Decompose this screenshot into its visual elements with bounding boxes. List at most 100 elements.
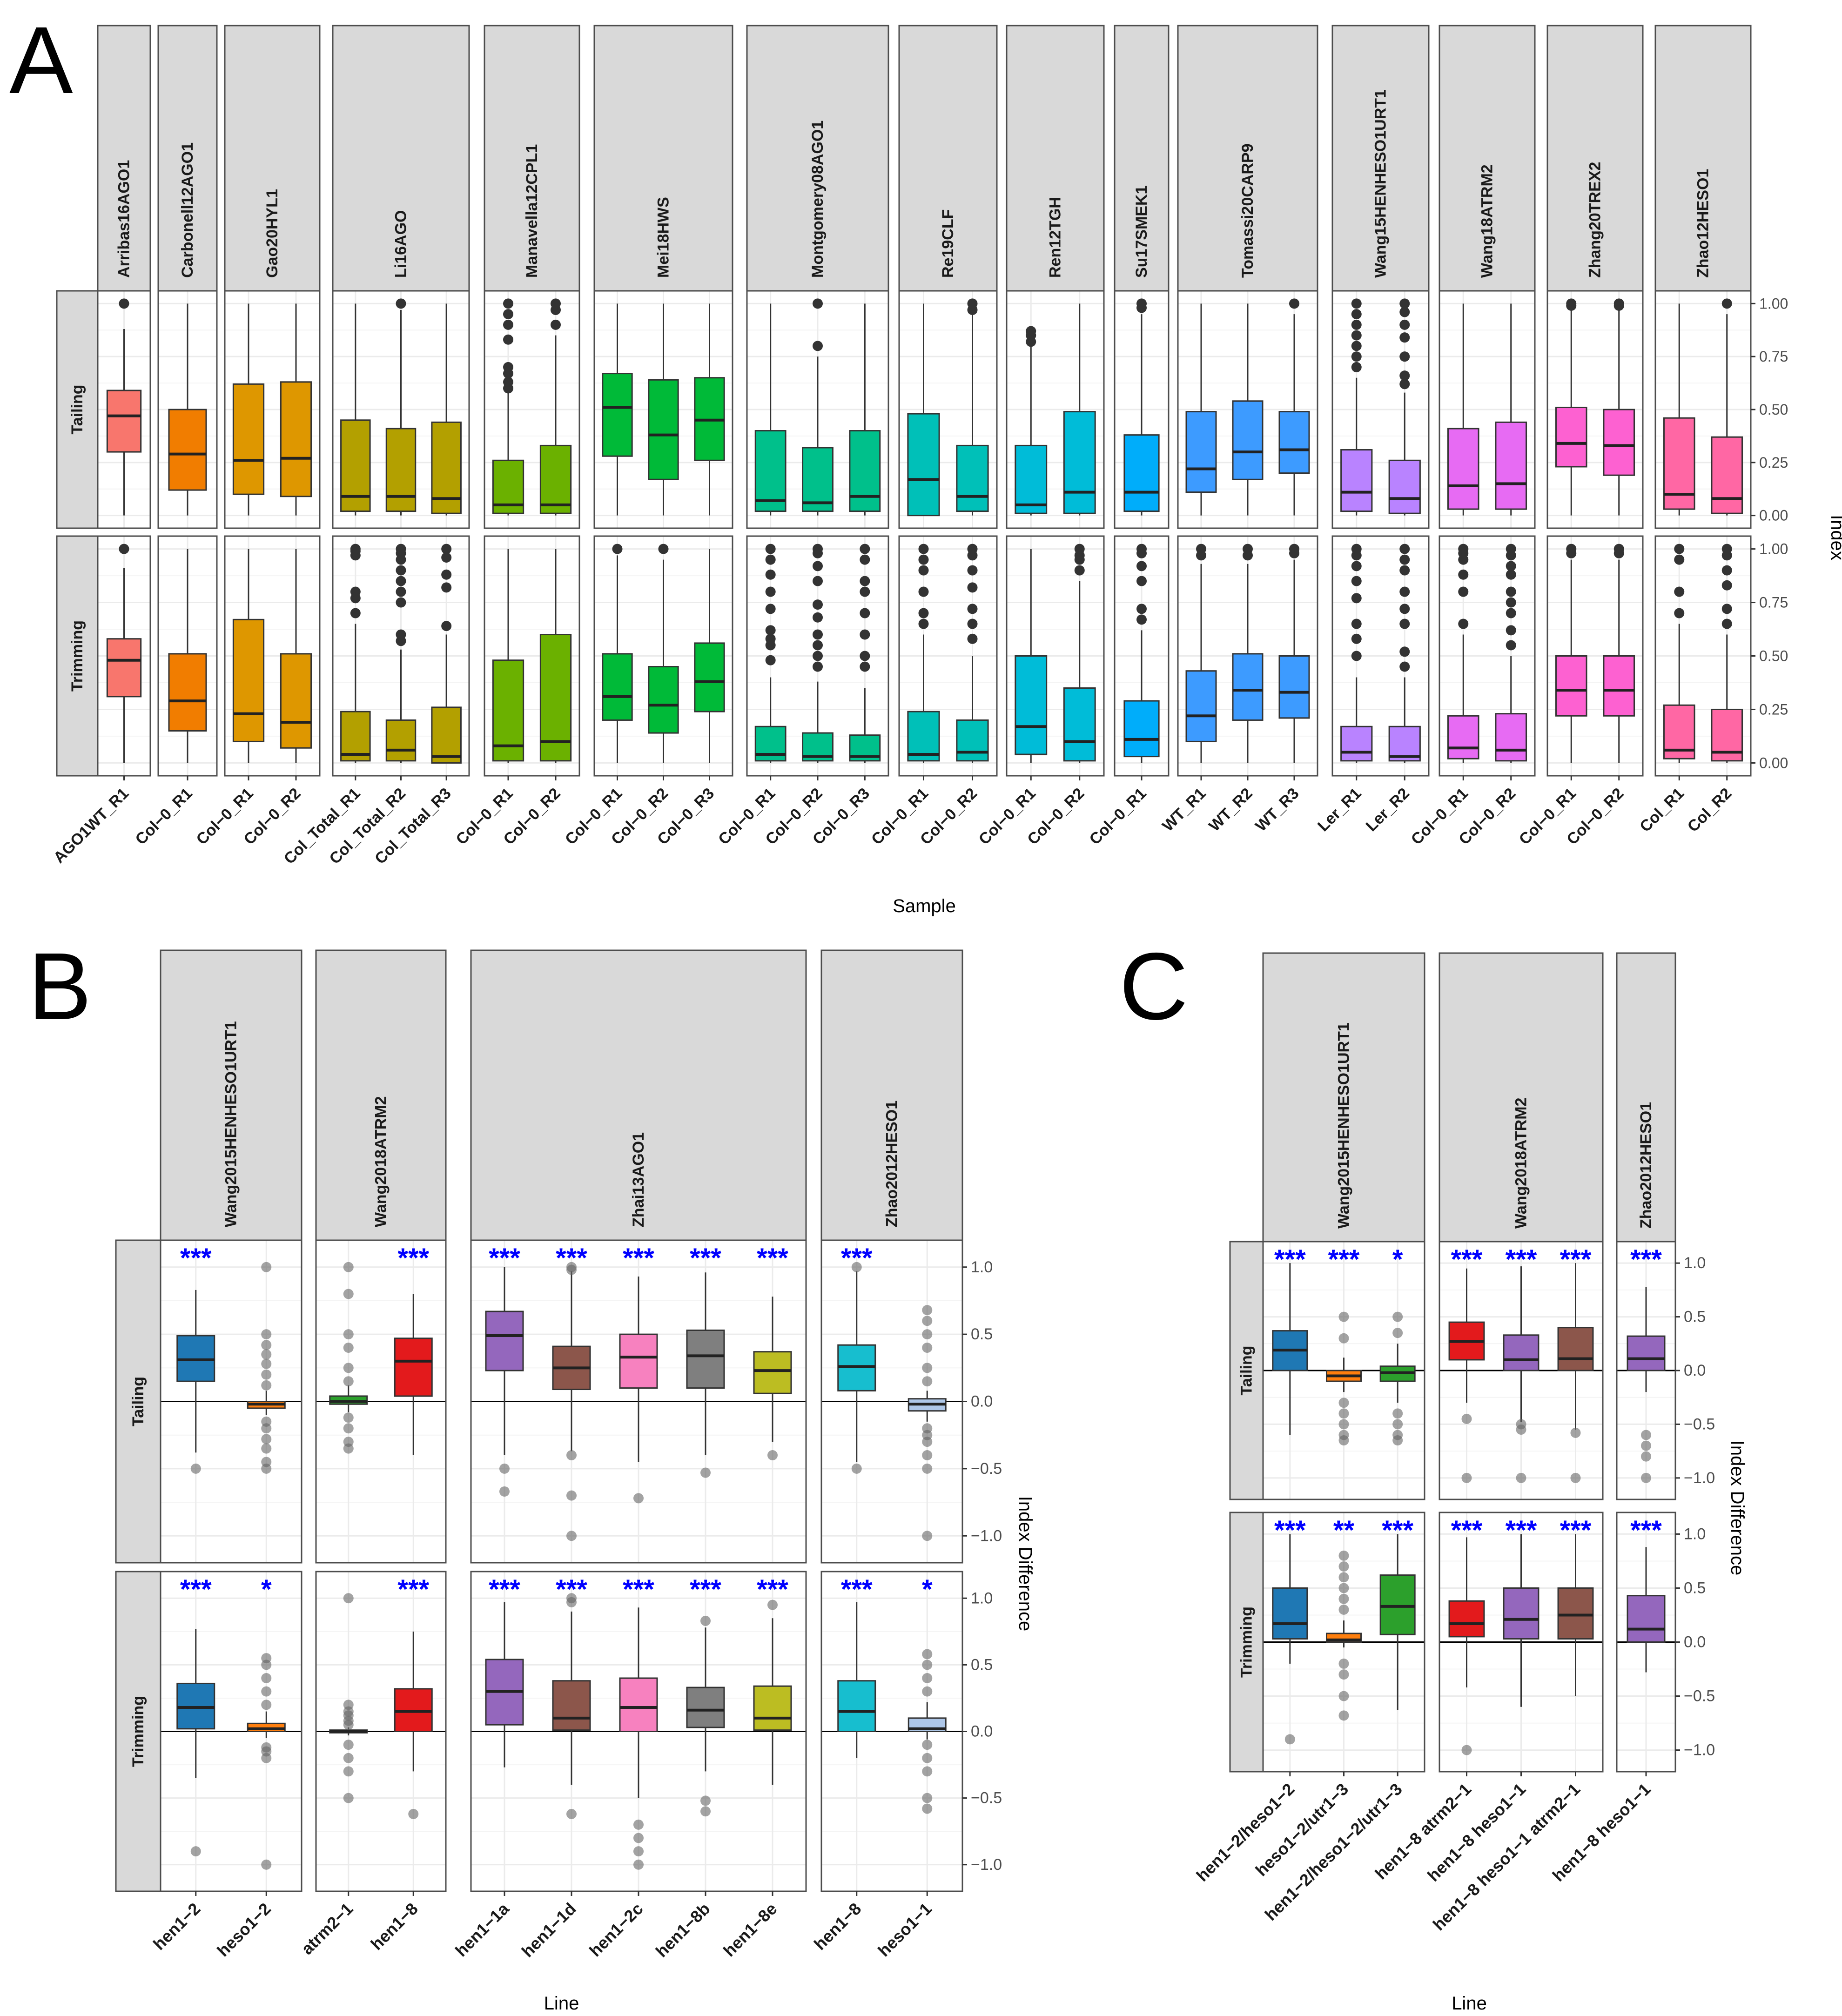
boxplot [1185,303,1217,516]
outlier-point [566,1593,577,1604]
y-tick-label: 0.00 [1759,754,1788,771]
boxplot [431,544,462,764]
boxplot [956,298,989,516]
outlier-point [1506,561,1516,571]
outlier-point [860,661,870,672]
outlier-point [851,1463,862,1474]
facet-cell-tailing [593,290,733,529]
y-tick-label: 0.0 [1684,1362,1706,1379]
facet-Wang2015HENHESO1URT1: Wang2015HENHESO1URT1*** *** **** ** ***hen1−… [1192,952,1425,1924]
outlier-point [551,298,561,309]
row-strip [56,290,99,529]
facet-strip [1006,25,1105,292]
boxplot: *** [837,1243,876,1474]
outlier-point [350,544,361,554]
y-tick-label: 1.00 [1759,295,1788,312]
outlier-point [566,1490,577,1501]
significance-label: *** [623,1243,654,1273]
facet-strip-label: Manavella12CPL1 [523,144,541,278]
outlier-point [967,582,978,593]
boxplot [1555,544,1587,763]
outlier-point [922,1316,933,1326]
facet-Wang2018ATRM2: Wang2018ATRM2 *** *** atrm2−1 hen1−8 [297,949,447,1958]
outlier-point [1721,298,1732,309]
panel-a: A Arribas16AGO1 AGO1WT_R1 Carbonell12AGO1 Co… [9,7,1842,916]
outlier-point [1566,544,1577,554]
row-strip-label: Tailing [129,1377,147,1426]
outlier-point [1674,608,1685,618]
outlier-point [1506,625,1516,636]
panel-border [1331,290,1430,529]
boxplot [648,303,679,516]
y-tick-label: 0.25 [1759,701,1788,718]
outlier-point [967,544,978,554]
facet-strip [1439,25,1536,292]
outlier-point [190,1463,201,1474]
outlier-point [261,1416,272,1427]
facet-strip [160,949,303,1241]
box [1185,411,1217,493]
facet-strip-label: Wang2015HENHESO1URT1 [222,1021,240,1227]
boxplot: *** [176,1243,215,1474]
boxplot: *** [394,1243,433,1455]
row-strip-label: Trimming [1238,1606,1256,1678]
outlier-point [503,334,513,345]
outlier-point [1284,1734,1295,1745]
y-tick-label: 0.50 [1759,648,1788,665]
boxplot [1015,326,1048,516]
box [619,1677,658,1732]
outlier-point [633,1493,644,1504]
box [232,618,265,742]
facet-cell-trimming [1331,535,1430,777]
boxplot [106,544,142,763]
outlier-point [1399,554,1410,565]
boxplot [340,303,371,516]
outlier-point [1338,1419,1349,1430]
box [1185,670,1217,742]
facet-cell-trimming [224,535,321,777]
facet-Zhao2012HESO1: Zhao2012HESO1****** *hen1−8 heso1−1 [810,949,963,1960]
box [1379,1574,1416,1635]
outlier-point [1506,544,1516,554]
outlier-point [813,629,823,640]
outlier-point [922,1649,933,1660]
y-tick-label: 1.0 [1684,1254,1706,1272]
box [1603,655,1635,717]
boxplot [849,303,881,516]
outlier-point [765,633,776,644]
facet-cell-tailing [1006,290,1105,529]
outlier-point [922,1423,933,1434]
boxplot: *** [1272,1244,1308,1435]
facet-cell-trimming: *** *** *** [1439,1512,1604,1773]
facet-cell-tailing [224,290,321,529]
y-tick-label: −1.0 [1684,1741,1715,1759]
y-tick-label: 1.0 [971,1589,993,1607]
boxplot [907,303,940,517]
box [1123,700,1160,758]
outlier-point [1721,604,1732,614]
outlier-point [1351,330,1362,341]
outlier-point [922,1305,933,1316]
outlier-point [261,1686,272,1697]
outlier-point [350,586,361,597]
outlier-point [261,1380,272,1391]
outlier-point [1641,1451,1651,1462]
boxplot: * [247,1574,286,1870]
box [686,1329,725,1389]
x-tick-label: Col−0_R1 [1086,785,1150,848]
facet-cell-trimming: *** [315,1571,447,1892]
facet-strip-label: Mei18HWS [655,197,672,278]
outlier-point [918,544,929,554]
significance-label: *** [489,1574,520,1605]
outlier-point [1136,561,1147,571]
outlier-point [860,544,870,554]
x-tick-label: atrm2−1 [297,1899,356,1958]
box [394,1337,433,1397]
outlier-point [343,1262,354,1272]
x-tick-label: hen1−8b [652,1899,714,1961]
facet-cell-trimming [1114,535,1170,777]
facet-strip [157,25,218,292]
outlier-point [765,569,776,580]
